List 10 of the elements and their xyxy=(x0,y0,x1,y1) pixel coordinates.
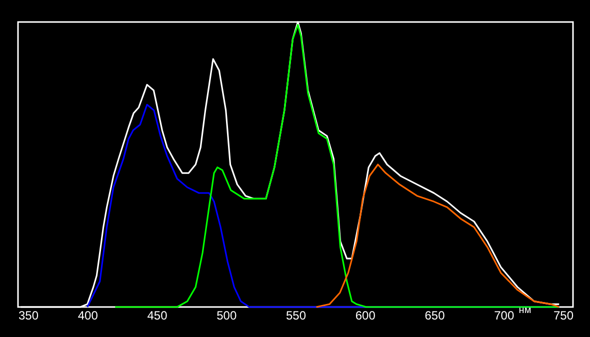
x-tick-label: 750 xyxy=(553,308,574,322)
x-tick-label: 350 xyxy=(18,308,39,322)
x-tick-label: 650 xyxy=(424,308,446,322)
x-tick-label: 600 xyxy=(355,308,376,322)
x-tick-label: 400 xyxy=(78,308,98,322)
x-tick-label: 550 xyxy=(286,308,306,322)
x-tick-label: 700 xyxy=(494,308,514,322)
x-tick-label: 450 xyxy=(147,308,168,322)
x-axis-title: нм xyxy=(518,305,532,316)
x-tick-label: 500 xyxy=(216,308,237,322)
